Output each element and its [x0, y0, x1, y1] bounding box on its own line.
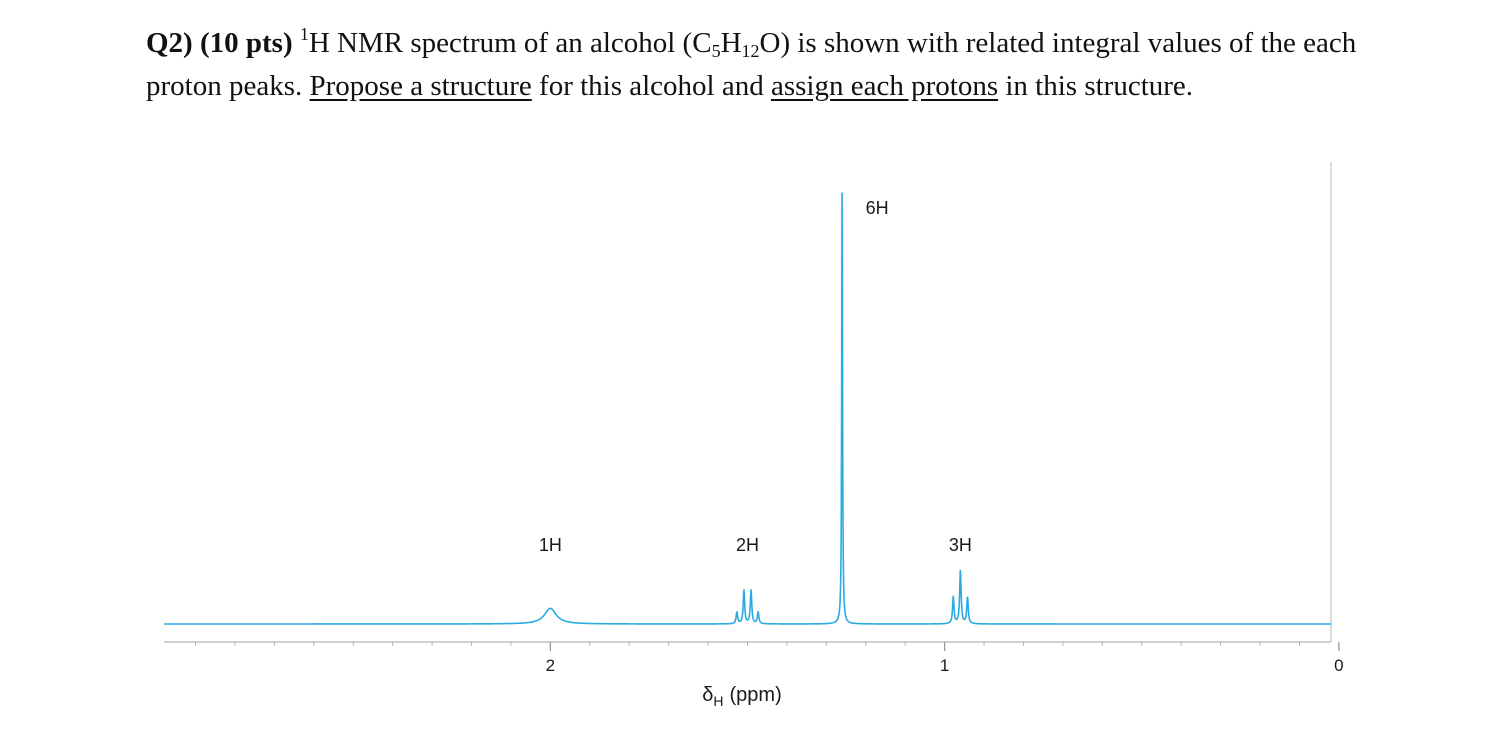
question-text-d: for this alcohol and	[539, 70, 764, 102]
x-tick-label: 0	[1334, 656, 1343, 675]
x-tick-label: 2	[546, 656, 555, 675]
carbon-subscript: 5	[711, 41, 721, 61]
integral-label-6h: 6H	[866, 198, 889, 218]
x-axis-label: δH (ppm)	[702, 684, 782, 709]
isotope-superscript: 1	[299, 24, 309, 44]
minor-ticks	[195, 642, 1300, 646]
propose-structure-underlined: Propose a structure	[309, 70, 532, 102]
question-text: Q2) (10 pts) 1H NMR spectrum of an alcoh…	[146, 22, 1376, 108]
question-text-a: H NMR spectrum of an alcohol (C	[308, 27, 712, 59]
question-points: (10 pts)	[199, 27, 293, 59]
integral-label-3h: 3H	[949, 535, 972, 555]
major-ticks: 2 1 0	[546, 642, 1344, 675]
assign-protons-underlined: assign each protons	[770, 70, 999, 102]
question-text-b: H	[720, 27, 742, 59]
integral-label-2h: 2H	[736, 535, 759, 555]
spectrum-trace	[163, 192, 1332, 625]
question-text-c: O) is shown with related integral values…	[146, 27, 1357, 102]
x-axis-symbol: δ	[702, 684, 713, 706]
hydrogen-subscript: 12	[741, 41, 760, 61]
integral-labels: 1H 2H 6H 3H	[539, 198, 972, 555]
x-tick-label: 1	[940, 656, 949, 675]
question-text-e: in this structure.	[1005, 70, 1194, 102]
x-axis-unit: (ppm)	[730, 684, 782, 706]
integral-label-1h: 1H	[539, 535, 562, 555]
x-axis-symbol-subscript: H	[713, 693, 723, 709]
question-label: Q2)	[146, 27, 193, 59]
